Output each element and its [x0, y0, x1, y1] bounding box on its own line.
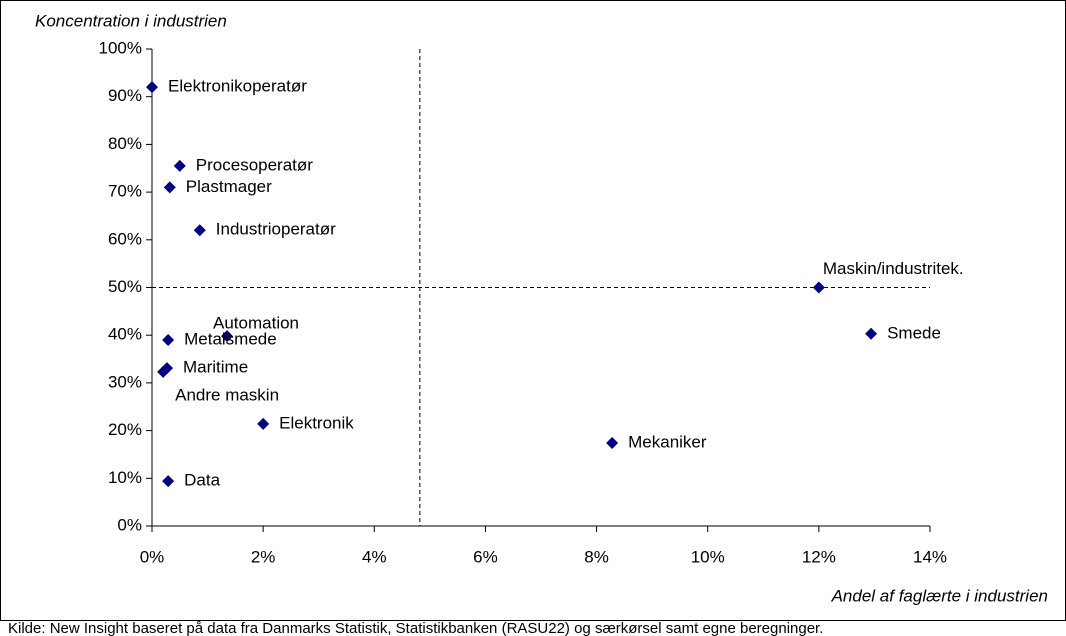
- y-tick-label: 30%: [108, 372, 142, 391]
- point: [193, 224, 206, 237]
- point: [257, 417, 270, 430]
- x-tick-label: 10%: [691, 547, 725, 566]
- point-label: Andre maskin: [175, 385, 279, 404]
- y-tick-label: 60%: [108, 229, 142, 248]
- x-tick-label: 2%: [251, 547, 276, 566]
- y-tick-label: 20%: [108, 420, 142, 439]
- y-tick-label: 0%: [117, 515, 142, 534]
- y-tick-label: 100%: [99, 38, 142, 57]
- point: [221, 330, 234, 343]
- point: [163, 181, 176, 194]
- point-label: Elektronik: [279, 413, 354, 432]
- x-tick-label: 0%: [140, 547, 165, 566]
- point-label: Automation: [213, 314, 299, 333]
- frame: [0, 0, 1066, 621]
- y-tick-label: 10%: [108, 468, 142, 487]
- y-tick-label: 70%: [108, 182, 142, 201]
- point-label: Elektronikoperatør: [168, 77, 307, 96]
- point-label: Data: [184, 471, 220, 490]
- point-label: Metalsmede: [184, 329, 277, 348]
- point-label: Procesoperatør: [196, 155, 313, 174]
- point-label: Plastmager: [186, 177, 272, 196]
- point-label: Maritime: [183, 358, 248, 377]
- y-tick-label: 40%: [108, 325, 142, 344]
- x-tick-label: 6%: [473, 547, 498, 566]
- point-label: Mekaniker: [628, 432, 707, 451]
- point-label: Maskin/industritek.: [823, 259, 964, 278]
- point: [865, 327, 878, 340]
- point: [173, 159, 186, 172]
- source: Kilde: New Insight baseret på data fra D…: [8, 620, 823, 636]
- x-tick-label: 14%: [913, 547, 947, 566]
- y-tick-label: 50%: [108, 277, 142, 296]
- point-label: Industrioperatør: [216, 220, 336, 239]
- x-axis-title: Andel af faglærte i industrien: [831, 586, 1048, 605]
- point-label: Smede: [887, 323, 941, 342]
- y-tick-label: 90%: [108, 86, 142, 105]
- x-tick-label: 8%: [584, 547, 609, 566]
- point: [812, 281, 825, 294]
- point: [157, 365, 170, 378]
- x-tick-label: 4%: [362, 547, 387, 566]
- y-tick-label: 80%: [108, 134, 142, 153]
- point: [606, 437, 619, 450]
- y-axis-title: Koncentration i industrien: [35, 11, 227, 30]
- point: [146, 81, 158, 94]
- point: [162, 475, 175, 488]
- point: [162, 333, 175, 346]
- x-tick-label: 12%: [802, 547, 836, 566]
